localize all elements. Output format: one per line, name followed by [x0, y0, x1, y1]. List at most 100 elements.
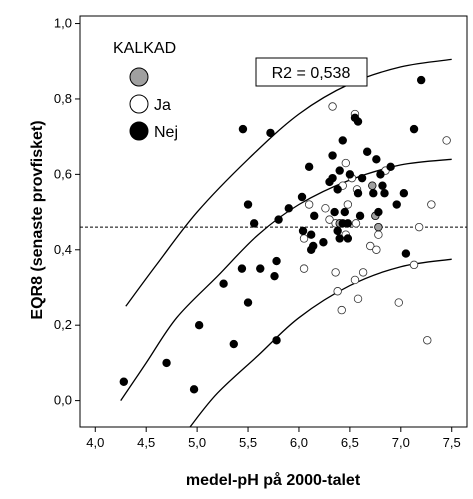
data-point-ja — [350, 275, 360, 285]
r2-annotation-text: R2 = 0,538 — [272, 65, 351, 82]
data-point-nej — [399, 189, 409, 198]
data-point-nej — [333, 185, 342, 194]
data-point-ja — [328, 102, 337, 111]
data-point-nej — [374, 207, 383, 217]
data-point-nej — [306, 245, 316, 254]
y-tick-label: 0,0 — [54, 393, 72, 408]
x-tick-label: 4,5 — [137, 435, 155, 450]
data-point-ja — [372, 245, 381, 254]
data-point-nej — [274, 215, 283, 224]
data-point-ja — [427, 200, 436, 209]
y-tick-label: 0,2 — [54, 317, 72, 332]
data-point-nej — [335, 234, 344, 243]
data-point-nej — [219, 279, 228, 288]
data-point-nej — [194, 320, 204, 330]
data-point-nej — [119, 377, 128, 386]
data-point-nej — [343, 219, 353, 228]
fit-curve-upper — [125, 58, 452, 307]
data-point-nej — [319, 238, 328, 247]
data-point-nej — [353, 189, 363, 198]
data-point-ja — [299, 264, 309, 273]
data-point-nej — [369, 189, 378, 198]
r2-annotation-box — [255, 57, 368, 87]
data-point-nej — [376, 170, 385, 179]
data-point-nej — [362, 147, 372, 156]
data-point-nej — [380, 189, 389, 198]
data-point-nej — [249, 219, 259, 228]
r2-annotation: R2 = 0,538 — [255, 57, 368, 87]
data-point-ja — [321, 204, 330, 213]
data-point-ja — [341, 158, 351, 168]
data-point-nej — [270, 271, 279, 281]
data-point-nej — [298, 226, 308, 236]
data-point-nej — [272, 336, 281, 345]
data-point-nej — [333, 226, 342, 236]
fit-curve-lower — [189, 258, 452, 428]
data-point-ja — [414, 222, 424, 232]
data-point-nej — [378, 181, 387, 190]
data-point-ja — [358, 268, 368, 277]
data-point-nej — [372, 155, 381, 164]
legend-label-ja: Ja — [154, 97, 171, 114]
data-point-grey — [368, 181, 377, 190]
data-point-ja — [299, 234, 309, 243]
data-point-nej — [229, 339, 238, 349]
data-point-nej — [416, 75, 426, 85]
y-tick-label: 0,4 — [54, 242, 72, 257]
legend-title: KALKAD — [113, 40, 176, 57]
data-point-ja — [337, 305, 346, 315]
data-point-ja — [343, 200, 353, 209]
data-point-ja — [442, 136, 451, 145]
data-point-ja — [325, 215, 334, 224]
legend-marker-nej — [129, 121, 149, 141]
data-point-nej — [306, 230, 316, 239]
data-point-nej — [335, 166, 344, 175]
data-point-nej — [338, 136, 347, 145]
legend-marker-grey — [129, 67, 149, 87]
x-tick-label: 7,0 — [392, 435, 410, 450]
data-point-nej — [409, 124, 419, 134]
x-tick-label: 5,0 — [188, 435, 206, 450]
data-point-nej — [304, 162, 314, 172]
x-tick-label: 7,5 — [443, 435, 461, 450]
data-points — [119, 75, 451, 394]
data-point-ja — [423, 336, 432, 345]
y-tick-label: 1,0 — [54, 16, 72, 31]
data-point-nej — [328, 151, 337, 160]
data-point-nej — [392, 200, 401, 209]
data-point-nej — [284, 204, 293, 213]
data-point-nej — [355, 211, 365, 221]
data-point-ja — [366, 241, 375, 251]
data-point-nej — [189, 385, 199, 394]
x-axis: 4,0 4,5 5,0 5,5 6,0 6,5 7,0 7,5 — [86, 427, 461, 450]
data-point-ja — [353, 294, 363, 303]
x-tick-label: 5,5 — [239, 435, 257, 450]
data-point-ja — [394, 298, 403, 307]
x-axis-title: medel-pH på 2000-talet — [186, 471, 361, 489]
data-point-nej — [237, 264, 247, 273]
x-tick-label: 6,5 — [341, 435, 359, 450]
data-point-nej — [345, 170, 355, 179]
legend-marker-ja — [129, 94, 149, 114]
data-point-ja — [374, 230, 383, 239]
data-point-nej — [325, 177, 334, 187]
x-tick-label: 4,0 — [86, 435, 104, 450]
data-point-nej — [330, 207, 339, 217]
data-point-ja — [331, 268, 340, 277]
data-point-nej — [266, 128, 275, 138]
data-point-nej — [243, 200, 253, 209]
data-point-nej — [162, 358, 171, 368]
data-point-nej — [243, 298, 253, 307]
data-point-nej — [386, 162, 395, 172]
legend: KALKAD Ja Nej — [113, 40, 178, 141]
data-point-grey — [374, 222, 383, 232]
data-point-nej — [238, 124, 248, 134]
y-tick-label: 0,8 — [54, 91, 72, 106]
data-point-nej — [340, 207, 349, 217]
data-point-nej — [343, 234, 353, 243]
y-axis: 0,0 0,2 0,4 0,6 0,8 1,0 — [54, 16, 80, 408]
x-tick-label: 6,0 — [290, 435, 308, 450]
data-point-ja — [304, 200, 314, 209]
data-point-ja — [351, 219, 361, 228]
